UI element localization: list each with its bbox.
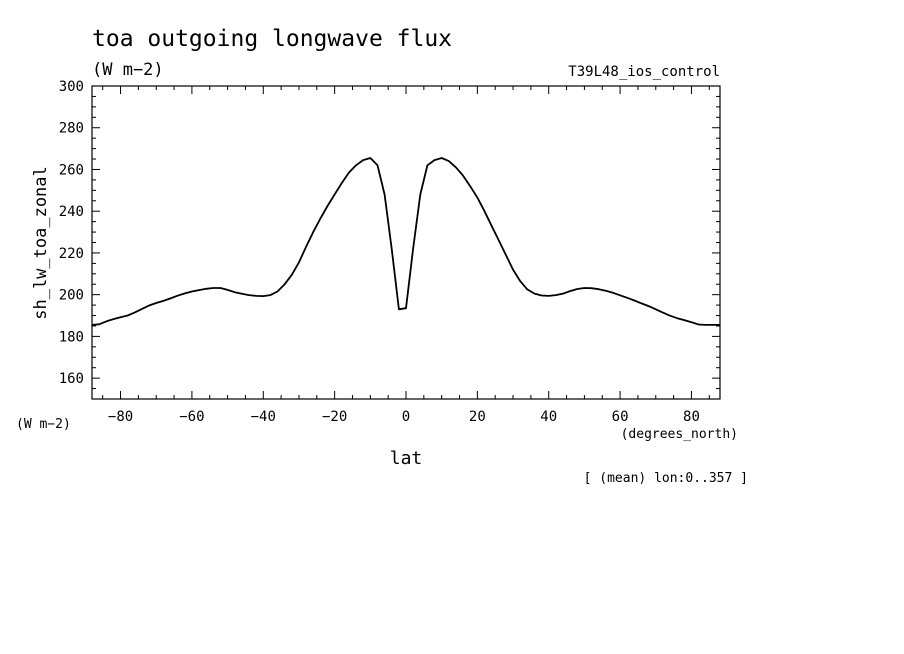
- y-axis-units: (W m−2): [16, 417, 71, 432]
- axis-ticks: [92, 86, 720, 399]
- x-tick-label: 0: [402, 409, 410, 425]
- x-axis-label: lat: [390, 448, 423, 469]
- x-tick-label: −60: [179, 409, 204, 425]
- x-tick-label: 80: [683, 409, 700, 425]
- x-tick-label: −80: [108, 409, 133, 425]
- chart-subtitle: (W m−2): [92, 60, 164, 80]
- x-axis-units: (degrees_north): [621, 427, 738, 442]
- y-tick-label: 200: [59, 288, 84, 304]
- y-tick-label: 160: [59, 371, 84, 387]
- y-tick-label: 220: [59, 246, 84, 262]
- x-tick-label: −20: [322, 409, 347, 425]
- y-tick-label: 260: [59, 162, 84, 178]
- x-tick-label: 40: [540, 409, 557, 425]
- y-axis-label: sh_lw_toa_zonal: [31, 166, 51, 320]
- chart-title: toa outgoing longwave flux: [92, 26, 452, 52]
- y-tick-label: 180: [59, 329, 84, 345]
- y-tick-labels: 160 180 200 220 240 260 280 300: [59, 79, 84, 387]
- x-tick-labels: −80 −60 −40 −20 0 20 40 60 80: [108, 409, 700, 425]
- y-tick-label: 240: [59, 204, 84, 220]
- x-tick-label: 60: [612, 409, 629, 425]
- y-tick-label: 300: [59, 79, 84, 95]
- series-line: [91, 157, 720, 326]
- x-tick-label: 20: [469, 409, 486, 425]
- run-label: T39L48_ios_control: [568, 64, 720, 80]
- y-tick-label: 280: [59, 121, 84, 137]
- footnote: [ (mean) lon:0..357 ]: [584, 471, 748, 486]
- x-tick-label: −40: [251, 409, 276, 425]
